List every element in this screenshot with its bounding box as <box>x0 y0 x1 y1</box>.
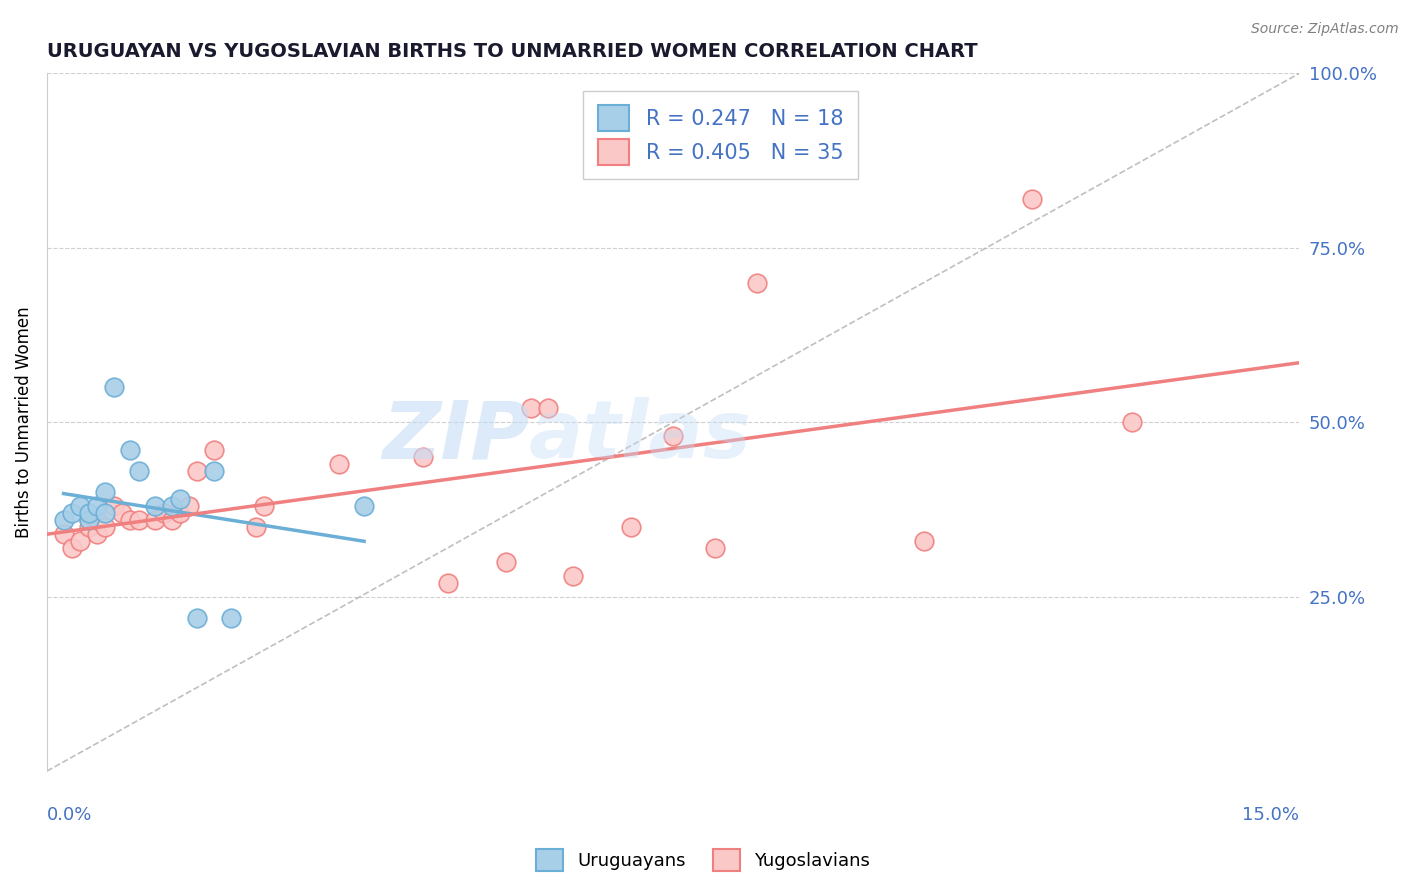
Point <box>537 401 560 416</box>
Point <box>328 457 350 471</box>
Point <box>353 499 375 513</box>
Point <box>169 491 191 506</box>
Point <box>94 520 117 534</box>
Text: atlas: atlas <box>529 397 752 475</box>
Point <box>128 464 150 478</box>
Point <box>219 610 242 624</box>
Point <box>436 575 458 590</box>
Point <box>145 499 167 513</box>
Point <box>52 527 75 541</box>
Point <box>128 513 150 527</box>
Point <box>152 506 174 520</box>
Point <box>60 541 83 555</box>
Point <box>86 499 108 513</box>
Point <box>77 506 100 520</box>
Point <box>94 506 117 520</box>
Point <box>186 610 208 624</box>
Point <box>94 485 117 500</box>
Y-axis label: Births to Unmarried Women: Births to Unmarried Women <box>15 307 32 538</box>
Point <box>145 513 167 527</box>
Point <box>86 513 108 527</box>
Point <box>77 513 100 527</box>
Point <box>60 506 83 520</box>
Point <box>561 568 583 582</box>
Point <box>77 520 100 534</box>
Point <box>495 555 517 569</box>
Point <box>202 464 225 478</box>
Point <box>169 506 191 520</box>
Text: URUGUAYAN VS YUGOSLAVIAN BIRTHS TO UNMARRIED WOMEN CORRELATION CHART: URUGUAYAN VS YUGOSLAVIAN BIRTHS TO UNMAR… <box>46 42 977 61</box>
Point <box>77 513 100 527</box>
Point <box>120 513 142 527</box>
Point <box>520 401 543 416</box>
Point <box>1121 415 1143 429</box>
Point <box>703 541 725 555</box>
Text: 15.0%: 15.0% <box>1243 806 1299 824</box>
Point <box>412 450 434 465</box>
Point <box>177 499 200 513</box>
Text: ZIP: ZIP <box>381 397 529 475</box>
Point <box>620 520 643 534</box>
Point <box>69 499 91 513</box>
Legend: R = 0.247   N = 18, R = 0.405   N = 35: R = 0.247 N = 18, R = 0.405 N = 35 <box>583 91 858 179</box>
Point <box>69 533 91 548</box>
Point <box>745 276 768 290</box>
Point <box>245 520 267 534</box>
Point <box>662 429 685 443</box>
Point <box>103 499 125 513</box>
Point <box>160 513 183 527</box>
Point <box>120 443 142 458</box>
Text: 0.0%: 0.0% <box>46 806 93 824</box>
Point <box>912 533 935 548</box>
Legend: Uruguayans, Yugoslavians: Uruguayans, Yugoslavians <box>529 842 877 879</box>
Point <box>86 527 108 541</box>
Text: Source: ZipAtlas.com: Source: ZipAtlas.com <box>1251 22 1399 37</box>
Point <box>160 499 183 513</box>
Point <box>103 380 125 394</box>
Point <box>52 513 75 527</box>
Point <box>253 499 276 513</box>
Point <box>111 506 134 520</box>
Point <box>186 464 208 478</box>
Point <box>202 443 225 458</box>
Point <box>1021 192 1043 206</box>
